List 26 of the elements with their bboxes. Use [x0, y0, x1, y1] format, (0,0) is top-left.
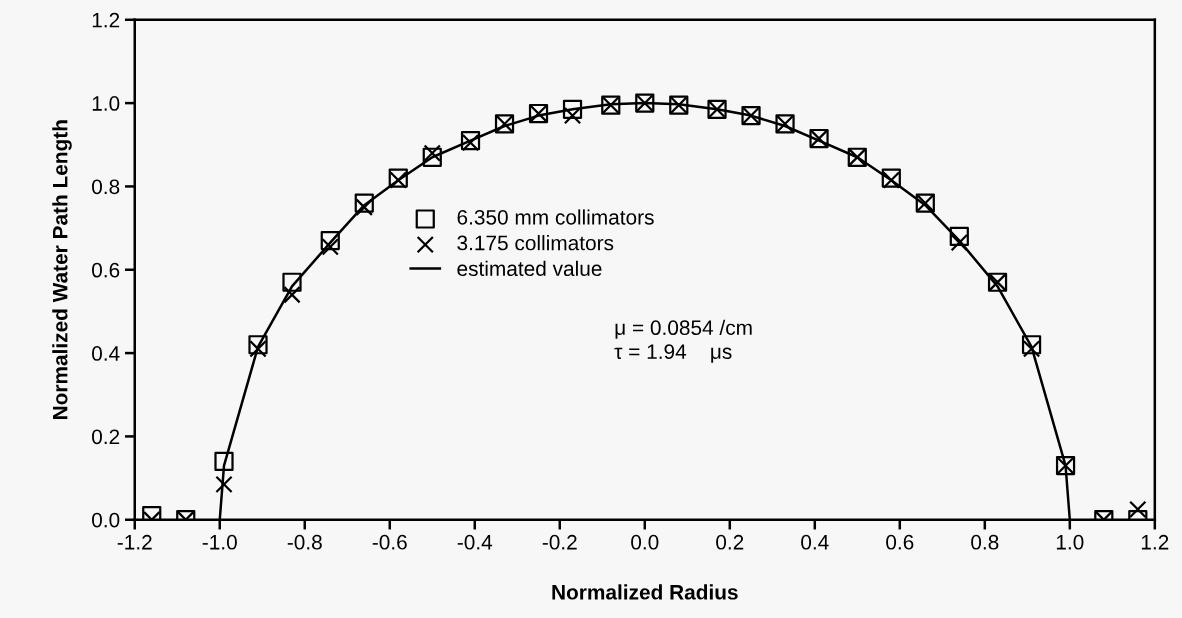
x-tick-label: 0.6	[886, 534, 914, 550]
y-tick-label: 0.6	[92, 262, 120, 278]
x-tick-label: 0.8	[971, 534, 999, 550]
x-tick-label: 0.2	[716, 534, 744, 550]
x-tick-label: -0.8	[287, 534, 322, 550]
y-tick-label: 1.0	[92, 96, 120, 111]
y-axis-title: Normalized Water Path Length	[52, 120, 72, 420]
x-tick-label: -1.0	[202, 534, 237, 550]
y-tick-label: 0.8	[92, 179, 120, 195]
legend-label: 6.350 mm collimators	[457, 209, 654, 225]
y-tick-label: 1.2	[92, 12, 120, 28]
x-tick-label: 1.0	[1056, 534, 1084, 550]
y-tick-label: 0.4	[92, 346, 120, 361]
x-tick-label: -0.2	[542, 534, 577, 550]
x-tick-label: 1.2	[1141, 534, 1169, 550]
y-tick-label: 0.0	[92, 512, 120, 528]
x-axis-title: Normalized Radius	[552, 584, 738, 600]
x-tick-label: -0.4	[457, 534, 493, 550]
y-tick-label: 0.2	[92, 429, 120, 445]
annotation: μ = 0.0854 /cm τ = 1.94 μs	[614, 319, 752, 363]
legend-label: 3.175 collimators	[457, 235, 614, 251]
x-tick-label: -0.6	[372, 534, 407, 550]
legend-label: estimated value	[457, 260, 602, 277]
x-tick-label: 0.4	[801, 534, 829, 550]
x-tick-label: 0.0	[631, 534, 659, 550]
x-tick-label: -1.2	[117, 534, 152, 550]
